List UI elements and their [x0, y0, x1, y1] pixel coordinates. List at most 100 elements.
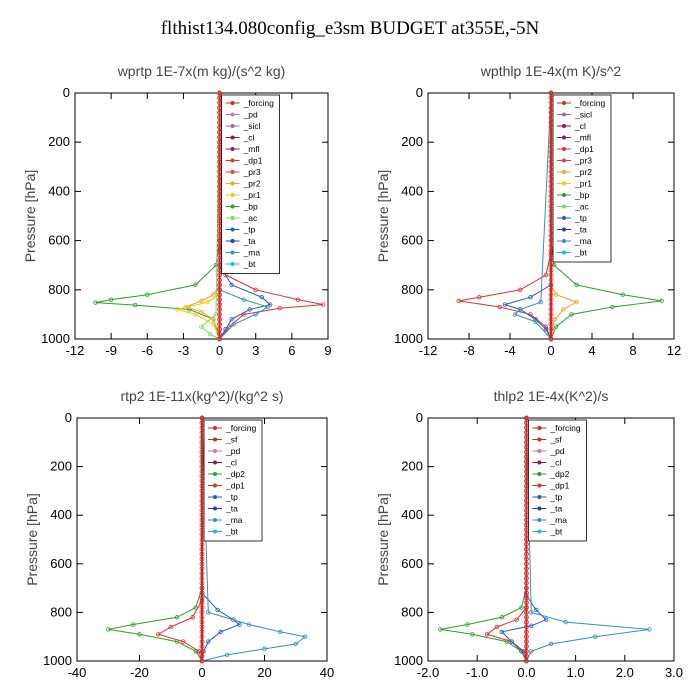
zero-line-marker [217, 287, 222, 293]
x-tick-label: 1.0 [567, 665, 585, 680]
legend-label: _bt [243, 259, 256, 269]
zero-line-marker [548, 297, 554, 303]
legend-label: _bt [225, 527, 238, 537]
panel-title: rtp2 1E-11x(kg^2)/(kg^2 s) [120, 388, 283, 404]
zero-line-marker [548, 321, 554, 327]
zero-line-marker [199, 585, 205, 591]
legend-label: _dp1 [574, 144, 594, 154]
zero-line-marker [199, 415, 205, 421]
series-marker-pr2 [561, 307, 566, 312]
legend-label: _dp1 [549, 481, 569, 491]
zero-line-marker [523, 634, 529, 640]
legend-label: _pd [225, 446, 240, 456]
y-tick-label: 0 [416, 85, 423, 100]
legend-marker [562, 181, 566, 186]
plot-frame [427, 417, 675, 662]
zero-line-marker [548, 292, 554, 298]
legend-marker [213, 426, 217, 430]
legend-label: _tp [574, 213, 587, 223]
series-line-ma [525, 417, 650, 662]
series-marker-ma [224, 652, 230, 658]
legend-marker [562, 101, 566, 105]
legend-label: _sicl [574, 110, 592, 120]
series-marker-pr2 [574, 299, 579, 305]
legend-marker [537, 472, 542, 476]
y-tick-label: 200 [50, 459, 72, 474]
series-marker-dp1 [518, 287, 523, 292]
y-tick-label: 400 [401, 507, 423, 522]
zero-line-marker [523, 561, 529, 567]
zero-line-marker [523, 546, 529, 552]
zero-line-marker [199, 644, 205, 649]
legend-marker [537, 495, 542, 499]
zero-line-marker [523, 614, 529, 620]
zero-line-marker [523, 551, 529, 557]
zero-line-marker [523, 590, 529, 596]
series-marker-dp2 [465, 622, 470, 627]
series-marker-ma [246, 622, 252, 627]
series-marker-tp [502, 302, 508, 307]
zero-line-marker [199, 624, 205, 630]
x-tick-label: 3.0 [665, 665, 683, 680]
y-tick-label: 800 [50, 604, 72, 619]
x-tick-label: -12 [419, 343, 438, 358]
series-marker-dp2 [131, 622, 136, 627]
series-marker-tp [499, 629, 504, 635]
series-marker-ma [265, 304, 270, 310]
legend-marker [213, 495, 217, 499]
legend-marker [230, 124, 235, 128]
series-marker-dp1 [156, 632, 161, 637]
legend-marker [537, 518, 542, 522]
panel-rtp2: rtp2 1E-11x(kg^2)/(kg^2 s) Pressure [hPa]… [24, 388, 334, 680]
series-marker-dp2 [174, 615, 180, 620]
zero-line-marker [217, 297, 222, 303]
zero-line-marker [217, 302, 222, 307]
zero-line-marker [199, 566, 205, 572]
zero-line-marker [548, 316, 554, 322]
legend-marker [213, 529, 217, 534]
zero-line-marker [199, 609, 205, 615]
legend-label: _dp2 [549, 469, 569, 479]
series-line-bp [95, 93, 221, 340]
zero-line-marker [548, 267, 554, 273]
series-marker-dp1 [484, 632, 490, 637]
x-tick-label: -2.0 [417, 665, 439, 680]
series-marker-dp2 [470, 632, 475, 637]
legend-marker [537, 426, 542, 430]
legend-label: _ma [243, 248, 261, 258]
legend-marker [537, 506, 542, 511]
series-marker-pr1 [211, 322, 216, 327]
legend-marker [562, 193, 566, 197]
series-marker-ma [518, 307, 523, 312]
zero-line-marker [199, 575, 205, 581]
zero-line-marker [199, 556, 205, 562]
series-marker-pr2 [199, 309, 204, 315]
legend-marker [230, 135, 235, 140]
legend-label: _cl [549, 458, 561, 468]
legend-marker [230, 158, 235, 163]
zero-line-marker [523, 556, 529, 562]
legend-label: _pr1 [243, 190, 261, 200]
series-marker-bp [659, 298, 664, 304]
panel-title: wpthlp 1E-4x(m K)/s^2 [480, 63, 622, 79]
series-marker-bp [145, 292, 150, 297]
zero-line-marker [523, 639, 529, 644]
zero-line-marker [523, 580, 529, 586]
zero-line-marker [199, 580, 205, 586]
series-marker-dp1 [295, 297, 301, 302]
legend-label: _ta [574, 225, 587, 235]
legend-marker [537, 449, 542, 453]
zero-line-marker [217, 272, 222, 278]
zero-line-marker [199, 605, 205, 610]
zero-line-marker [217, 326, 222, 332]
legend-marker [230, 101, 235, 105]
zero-line-marker [217, 90, 222, 96]
legend-label: _tp [225, 492, 238, 502]
plot-frame [74, 92, 329, 340]
legend-marker [562, 170, 566, 174]
series-marker-pr1 [193, 312, 198, 317]
zero-line-marker [548, 272, 554, 278]
series-marker-dp2 [519, 605, 524, 610]
zero-line-marker [217, 307, 222, 312]
series-line-ma [514, 92, 552, 340]
